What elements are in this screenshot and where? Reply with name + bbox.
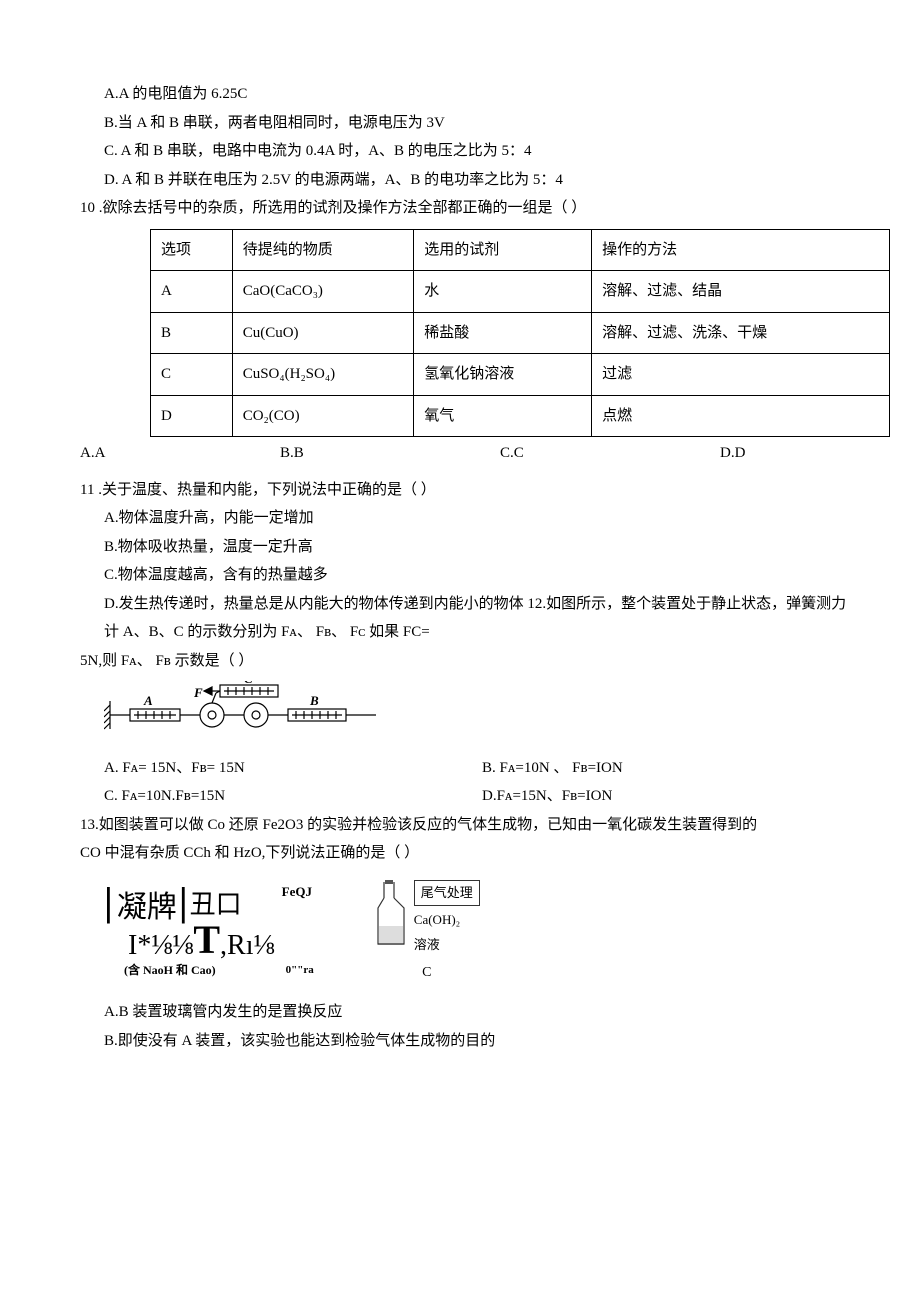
q12-options-row2: C. Fᴀ=10N.Fʙ=15N D.Fᴀ=15N、Fʙ=ION [60,782,860,811]
spring-diagram-svg: A B C F [104,681,384,737]
q12-option-d: D.Fᴀ=15N、Fʙ=ION [482,782,860,811]
table-row: DCO₂(CO)氧气点燃 [151,395,890,437]
label-b: B [309,693,319,708]
cell: Cu(CuO) [232,312,414,354]
cell: 溶解、过滤、洗涤、干燥 [592,312,890,354]
txt2: 丑口 [190,891,242,920]
q11-stem: 11 .关于温度、热量和内能，下列说法中正确的是（ ） [60,476,860,505]
th-method: 操作的方法 [592,229,890,271]
bottle-icon [374,880,408,950]
txt1: 凝牌 [117,891,177,924]
q11-option-b: B.物体吸收热量，温度一定升高 [60,533,860,562]
cell: 稀盐酸 [414,312,592,354]
midT: Τ [193,918,220,962]
q10-choice-d: D.D [720,439,745,468]
label-a: A [143,693,153,708]
frac1: I*⅛⅛ [128,931,193,962]
q13-stem-line1: 13.如图装置可以做 Co 还原 Fe2O3 的实验并检验该反应的气体生成物，已… [60,811,860,840]
q12-option-b: B. Fᴀ=10N 、 Fʙ=ION [482,754,860,783]
soln-label: 溶液 [414,933,480,958]
q12-diagram: A B C F [104,681,860,748]
q13-option-b: B.即使没有 A 装置，该实验也能达到检验气体生成物的目的 [60,1027,860,1056]
q10-choices: A.A B.B C.C D.D [60,439,860,468]
cell: B [151,312,233,354]
q12-cont: 5N,则 Fᴀ、 Fʙ 示数是（ ） [60,647,860,676]
table-row: CCuSO₄(H₂SO₄)氢氧化钠溶液过滤 [151,354,890,396]
q10-choice-b: B.B [280,439,500,468]
q10-stem: 10 .欲除去括号中的杂质，所选用的试剂及操作方法全部都正确的一组是（ ） [60,194,860,223]
q10-choice-a: A.A [80,439,280,468]
cell: 过滤 [592,354,890,396]
q13-option-a: A.B 装置玻璃管内发生的是置换反应 [60,998,860,1027]
cell: 点燃 [592,395,890,437]
cell: CO₂(CO) [232,395,414,437]
cell: CaO(CaCO₃) [232,271,414,313]
q13-diagram: | 凝牌 | 丑口 FeQJ I*⅛⅛ Τ ,Rı⅛ (含 NaoH 和 Cao… [104,880,860,987]
table-header-row: 选项 待提纯的物质 选用的试剂 操作的方法 [151,229,890,271]
q12-options-row1: A. Fᴀ= 15N、Fʙ= 15N B. Fᴀ=10N 、 Fʙ=ION [60,754,860,783]
diagram-label-c: C [422,960,431,987]
q12-option-a: A. Fᴀ= 15N、Fʙ= 15N [104,754,482,783]
note-naoh: (含 NaoH 和 Cao) [124,964,216,977]
q10-table: 选项 待提纯的物质 选用的试剂 操作的方法 ACaO(CaCO₃)水溶解、过滤、… [150,229,890,438]
q11-option-c: C.物体温度越高，含有的热量越多 [60,561,860,590]
th-reagent: 选用的试剂 [414,229,592,271]
q10-choice-c: C.C [500,439,720,468]
q13-diagram-left: | 凝牌 | 丑口 FeQJ I*⅛⅛ Τ ,Rı⅛ (含 NaoH 和 Cao… [104,880,314,977]
q9-option-b: B.当 A 和 B 串联，两者电阻相同时，电源电压为 3V [60,109,860,138]
table-row: BCu(CuO)稀盐酸溶解、过滤、洗涤、干燥 [151,312,890,354]
q13-stem-line2: CO 中混有杂质 CCh 和 HzO,下列说法正确的是（ ） [60,839,860,868]
cell: C [151,354,233,396]
cell: 氧气 [414,395,592,437]
zero-ra: 0""ra [286,964,314,977]
cell: 氢氧化钠溶液 [414,354,592,396]
cell: D [151,395,233,437]
th-option: 选项 [151,229,233,271]
table-row: ACaO(CaCO₃)水溶解、过滤、结晶 [151,271,890,313]
cell: 水 [414,271,592,313]
cell: 溶解、过滤、结晶 [592,271,890,313]
q11-option-a: A.物体温度升高，内能一定增加 [60,504,860,533]
tail-label: 尾气处理 [414,880,480,907]
th-substance: 待提纯的物质 [232,229,414,271]
q11-option-d-and-q12: D.发生热传递时，热量总是从内能大的物体传递到内能小的物体 12.如图所示，整个… [60,590,860,647]
cell: CuSO₄(H₂SO₄) [232,354,414,396]
cell: A [151,271,233,313]
q13-diagram-right: 尾气处理 Ca(OH)₂ 溶液 C [374,880,480,987]
q9-option-a: A.A 的电阻值为 6.25C [60,80,860,109]
q12-option-c: C. Fᴀ=10N.Fʙ=15N [104,782,482,811]
caoh-label: Ca(OH)₂ [414,908,480,933]
rfrac: ,Rı⅛ [220,931,274,962]
label-f: F [193,685,203,700]
q9-option-d: D. A 和 B 并联在电压为 2.5V 的电源两端，A、B 的电功率之比为 5… [60,166,860,195]
feqj: FeQJ [282,885,312,899]
label-c: C [244,681,253,686]
q9-option-c: C. A 和 B 串联，电路中电流为 0.4A 时，A、B 的电压之比为 5：4 [60,137,860,166]
